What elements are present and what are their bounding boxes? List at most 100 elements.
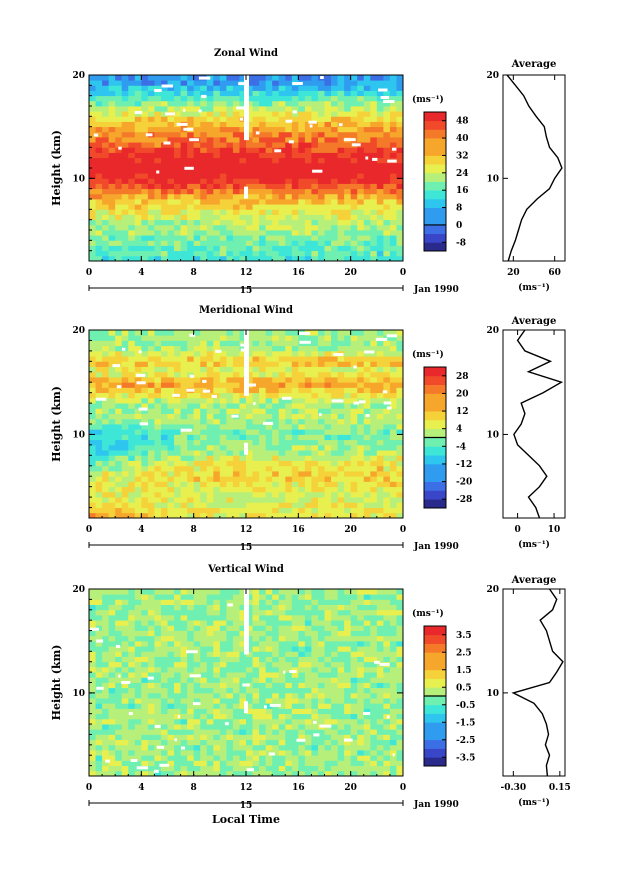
heatmap-cell	[226, 419, 233, 425]
heatmap-cell	[239, 142, 246, 148]
heatmap-cell	[246, 657, 253, 663]
heatmap-cell	[266, 672, 273, 678]
heatmap-cell	[109, 168, 116, 174]
heatmap-cell	[220, 398, 227, 404]
heatmap-cell	[115, 461, 122, 467]
heatmap-cell	[370, 750, 377, 756]
heatmap-cell	[115, 178, 122, 184]
heatmap-cell	[89, 168, 96, 174]
heatmap-cell	[377, 492, 384, 498]
missing-cell	[319, 413, 322, 416]
heatmap-cell	[370, 740, 377, 746]
heatmap-cell	[181, 335, 188, 341]
heatmap-cell	[331, 235, 338, 241]
heatmap-cell	[338, 672, 345, 678]
heatmap-cell	[298, 194, 305, 200]
missing-cell	[190, 375, 194, 378]
heatmap-cell	[311, 75, 318, 81]
heatmap-cell	[325, 487, 332, 493]
heatmap-cell	[154, 127, 161, 133]
heatmap-cell	[89, 662, 96, 668]
heatmap-cell	[370, 372, 377, 378]
heatmap-cell	[344, 408, 351, 414]
heatmap-cell	[109, 142, 116, 148]
heatmap-cell	[115, 393, 122, 399]
heatmap-cell	[207, 461, 214, 467]
heatmap-cell	[266, 194, 273, 200]
heatmap-cell	[298, 91, 305, 97]
heatmap-cell	[122, 508, 129, 514]
heatmap-cell	[115, 734, 122, 740]
heatmap-cell	[259, 740, 266, 746]
heatmap-cell	[168, 419, 175, 425]
heatmap-cell	[109, 703, 116, 709]
heatmap-cell	[253, 414, 260, 420]
heatmap-cell	[102, 132, 109, 138]
heatmap-cell	[161, 101, 168, 107]
heatmap-cell	[331, 85, 338, 91]
heatmap-cell	[154, 750, 161, 756]
heatmap-cell	[331, 246, 338, 252]
heatmap-cell	[325, 111, 332, 117]
heatmap-cell	[370, 714, 377, 720]
heatmap-cell	[148, 766, 155, 772]
heatmap-cell	[298, 708, 305, 714]
heatmap-cell	[318, 466, 325, 472]
heatmap-cell	[377, 235, 384, 241]
heatmap-cell	[168, 714, 175, 720]
heatmap-cell	[96, 330, 103, 336]
heatmap-cell	[161, 240, 168, 246]
heatmap-cell	[344, 127, 351, 133]
heatmap-cell	[377, 760, 384, 766]
heatmap-cell	[141, 335, 148, 341]
heatmap-cell	[331, 178, 338, 184]
heatmap-cell	[253, 116, 260, 122]
heatmap-cell	[128, 153, 135, 159]
heatmap-cell	[311, 461, 318, 467]
heatmap-cell	[154, 346, 161, 352]
heatmap-cell	[292, 750, 299, 756]
missing-cell	[236, 106, 246, 109]
missing-cell	[312, 170, 322, 173]
heatmap-cell	[135, 476, 142, 482]
average-y-tick-label: 20	[486, 326, 499, 336]
heatmap-cell	[233, 230, 240, 236]
heatmap-cell	[279, 199, 286, 205]
heatmap-cell	[154, 393, 161, 399]
heatmap-cell	[226, 194, 233, 200]
heatmap-cell	[213, 466, 220, 472]
missing-cell	[139, 408, 148, 411]
heatmap-cell	[390, 724, 397, 730]
heatmap-cell	[331, 434, 338, 440]
heatmap-cell	[266, 398, 273, 404]
heatmap-cell	[233, 101, 240, 107]
heatmap-cell	[370, 760, 377, 766]
heatmap-cell	[364, 745, 371, 751]
heatmap-cell	[311, 235, 318, 241]
heatmap-cell	[246, 461, 253, 467]
heatmap-cell	[357, 96, 364, 102]
heatmap-cell	[181, 408, 188, 414]
heatmap-cell	[396, 740, 403, 746]
heatmap-cell	[338, 387, 345, 393]
heatmap-cell	[122, 163, 129, 169]
heatmap-cell	[253, 340, 260, 346]
heatmap-cell	[357, 750, 364, 756]
heatmap-cell	[194, 750, 201, 756]
heatmap-cell	[351, 194, 358, 200]
heatmap-cell	[122, 367, 129, 373]
heatmap-cell	[102, 184, 109, 190]
heatmap-cell	[338, 734, 345, 740]
heatmap-cell	[96, 740, 103, 746]
heatmap-cell	[383, 116, 390, 122]
heatmap-cell	[122, 220, 129, 226]
heatmap-cell	[194, 662, 201, 668]
heatmap-cell	[135, 225, 142, 231]
heatmap-cell	[331, 189, 338, 195]
heatmap-cell	[200, 724, 207, 730]
heatmap-cell	[383, 481, 390, 487]
heatmap-cell	[207, 335, 214, 341]
heatmap-cell	[220, 377, 227, 383]
heatmap-cell	[305, 755, 312, 761]
heatmap-cell	[96, 445, 103, 451]
